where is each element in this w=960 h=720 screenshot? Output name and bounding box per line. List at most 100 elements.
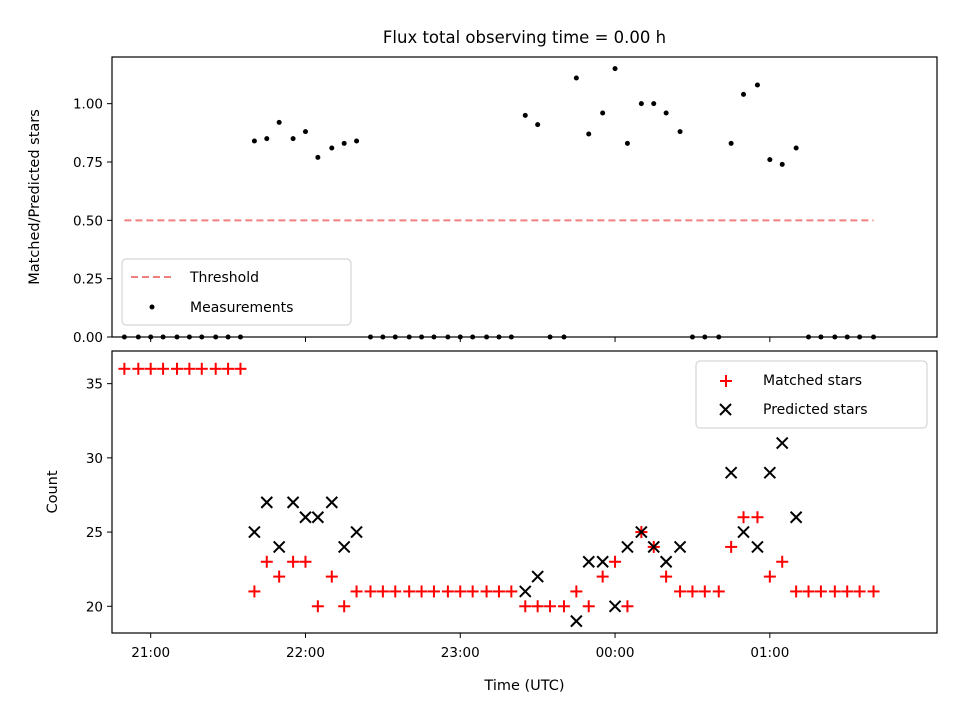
bottom-legend-box	[695, 360, 928, 429]
matched-stars-point	[712, 585, 725, 598]
matched-stars-point	[403, 585, 416, 598]
top-legend-box	[121, 258, 352, 326]
predicted-stars-point	[724, 466, 738, 479]
matched-stars-point	[364, 585, 377, 598]
predicted-stars-point	[608, 600, 622, 613]
matched-stars-point	[234, 362, 247, 375]
star-count-panel: Count Time (UTC) 20 25 30 35 21:00 22:00 23:00…	[45, 350, 938, 694]
matched-stars-point	[492, 585, 505, 598]
predicted-stars-point	[582, 555, 595, 568]
matched-stars-point	[338, 600, 351, 613]
measurements-point	[315, 154, 321, 160]
measurements-point	[522, 112, 528, 118]
matched-stars-point	[737, 511, 750, 524]
measurements-point	[302, 129, 308, 135]
predicted-stars-point	[286, 496, 300, 509]
matched-stars-point	[814, 585, 827, 598]
predicted-stars-point	[311, 511, 325, 524]
matched-stars-point	[841, 585, 854, 598]
predicted-stars-point	[260, 496, 273, 509]
bottom-axis-ticks: 20 25 30 35 21:00 22:00 23:00 00:00 01:00	[86, 377, 789, 661]
measurements-point	[624, 140, 630, 146]
measurements-point	[600, 110, 606, 116]
predicted-stars-point	[531, 570, 544, 583]
chart-title: Flux total observing time = 0.00 h	[383, 28, 666, 47]
matched-stars-point	[195, 362, 208, 375]
y-tick-label: 25	[86, 525, 103, 541]
predicted-stars-point	[596, 555, 609, 568]
measurements-point	[276, 119, 282, 125]
measurements-point	[767, 157, 773, 163]
matched-stars-point	[698, 585, 711, 598]
matched-stars-point	[287, 555, 300, 568]
top-legend: Threshold Measurements	[121, 258, 352, 326]
measurements-point	[535, 122, 541, 128]
measurements-point	[251, 138, 257, 144]
y-tick-label: 0.75	[73, 155, 103, 171]
measurements-point	[612, 66, 618, 72]
matched-stars-point	[441, 585, 454, 598]
measurements-point	[638, 101, 644, 107]
predicted-stars-point	[659, 555, 673, 568]
matched-stars-point	[802, 585, 815, 598]
predicted-stars-point	[776, 436, 789, 450]
matched-stars-point	[350, 585, 363, 598]
matched-stars-point	[557, 600, 570, 613]
matched-stars-point	[480, 585, 493, 598]
measurements-point	[793, 145, 799, 151]
top-axis-ticks: 0.00 0.25 0.50 0.75 1.00	[73, 97, 771, 346]
matched-stars-point	[570, 585, 583, 598]
predicted-stars-point	[350, 525, 363, 539]
predicted-stars-point	[673, 540, 687, 554]
matched-stars-point	[853, 585, 866, 598]
legend-predicted-label: Predicted stars	[763, 402, 868, 418]
y-tick-label: 20	[86, 599, 103, 615]
bottom-y-axis-label: Count	[45, 470, 61, 513]
legend-predicted-swatch	[719, 403, 732, 416]
matched-stars-point	[389, 585, 402, 598]
measurements-point	[573, 75, 579, 81]
top-plot-frame	[111, 56, 938, 338]
y-tick-label: 0.50	[73, 213, 103, 229]
matched-stars-point	[415, 585, 428, 598]
predicted-stars-point	[737, 525, 750, 539]
bottom-plot-frame	[111, 350, 938, 634]
matched-stars-point	[183, 362, 196, 375]
y-tick-label: 35	[86, 377, 103, 393]
predicted-stars-point	[325, 496, 339, 509]
y-tick-label: 0.00	[73, 330, 103, 346]
predicted-stars-point	[272, 540, 286, 554]
matched-stars-point	[325, 570, 338, 583]
bottom-legend: Matched stars Predicted stars	[695, 360, 928, 429]
measurements-point	[354, 138, 360, 144]
matched-stars-point	[531, 600, 544, 613]
predicted-stars-point	[248, 525, 261, 539]
matched-stars-point	[725, 540, 738, 553]
x-tick-label: 22:00	[286, 645, 325, 661]
measurements-point	[754, 82, 760, 88]
legend-measurements-swatch	[149, 304, 155, 310]
predicted-stars-point	[337, 540, 351, 554]
matched-stars-point	[222, 362, 235, 375]
matched-stars-point	[273, 570, 286, 583]
flux-ratio-panel: Flux total observing time = 0.00 h Match…	[27, 28, 938, 346]
y-tick-label: 0.25	[73, 272, 103, 288]
matched-stars-point	[299, 555, 312, 568]
top-y-axis-label: Matched/Predicted stars	[27, 109, 43, 285]
measurements-point	[677, 129, 683, 135]
measurements-point	[329, 145, 335, 151]
matched-stars-point	[776, 555, 789, 568]
x-tick-label: 21:00	[131, 645, 170, 661]
matched-stars-point	[596, 570, 609, 583]
predicted-stars-point	[519, 585, 532, 598]
x-tick-label: 23:00	[441, 645, 480, 661]
matched-stars-point	[144, 362, 157, 375]
legend-matched-label: Matched stars	[763, 373, 862, 389]
matched-stars-point	[621, 600, 634, 613]
matched-stars-point	[867, 585, 880, 598]
matched-stars-point	[132, 362, 145, 375]
matched-stars-point	[828, 585, 841, 598]
matched-stars-point	[311, 600, 324, 613]
